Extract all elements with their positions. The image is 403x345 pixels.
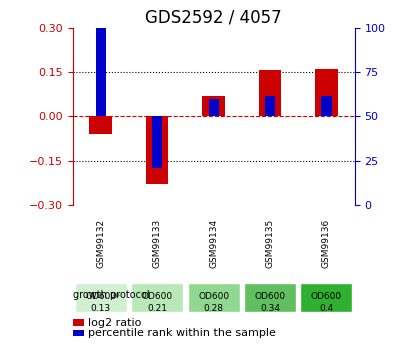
Text: GSM99134: GSM99134 [209, 218, 218, 268]
Text: GSM99135: GSM99135 [266, 218, 274, 268]
Title: GDS2592 / 4057: GDS2592 / 4057 [145, 8, 282, 26]
Text: log2 ratio: log2 ratio [88, 318, 141, 328]
Bar [89, 116, 112, 134]
Text: OD600: OD600 [198, 292, 229, 301]
Bar [315, 69, 338, 116]
Bar [202, 96, 225, 116]
FancyBboxPatch shape [244, 283, 296, 313]
Text: 0.28: 0.28 [204, 304, 224, 313]
Text: 0.34: 0.34 [260, 304, 280, 313]
Text: OD600: OD600 [85, 292, 116, 301]
Text: OD600: OD600 [311, 292, 342, 301]
Text: 0.13: 0.13 [91, 304, 111, 313]
Bar [96, 0, 106, 116]
Bar [265, 96, 275, 116]
Text: percentile rank within the sample: percentile rank within the sample [88, 328, 276, 338]
FancyBboxPatch shape [75, 283, 127, 313]
FancyBboxPatch shape [131, 283, 183, 313]
Text: 0.4: 0.4 [319, 304, 334, 313]
Bar [73, 319, 84, 326]
Bar [73, 329, 84, 336]
Text: GSM99136: GSM99136 [322, 218, 331, 268]
Bar [321, 96, 332, 116]
FancyBboxPatch shape [301, 283, 352, 313]
Text: 0.21: 0.21 [147, 304, 167, 313]
FancyBboxPatch shape [188, 283, 239, 313]
Bar [152, 116, 162, 168]
Text: OD600: OD600 [254, 292, 286, 301]
Bar [259, 70, 281, 116]
Text: OD600: OD600 [141, 292, 173, 301]
Text: GSM99133: GSM99133 [153, 218, 162, 268]
Text: GSM99132: GSM99132 [96, 218, 105, 268]
Bar [208, 99, 219, 116]
Bar [146, 116, 168, 184]
Text: growth protocol: growth protocol [73, 290, 149, 300]
